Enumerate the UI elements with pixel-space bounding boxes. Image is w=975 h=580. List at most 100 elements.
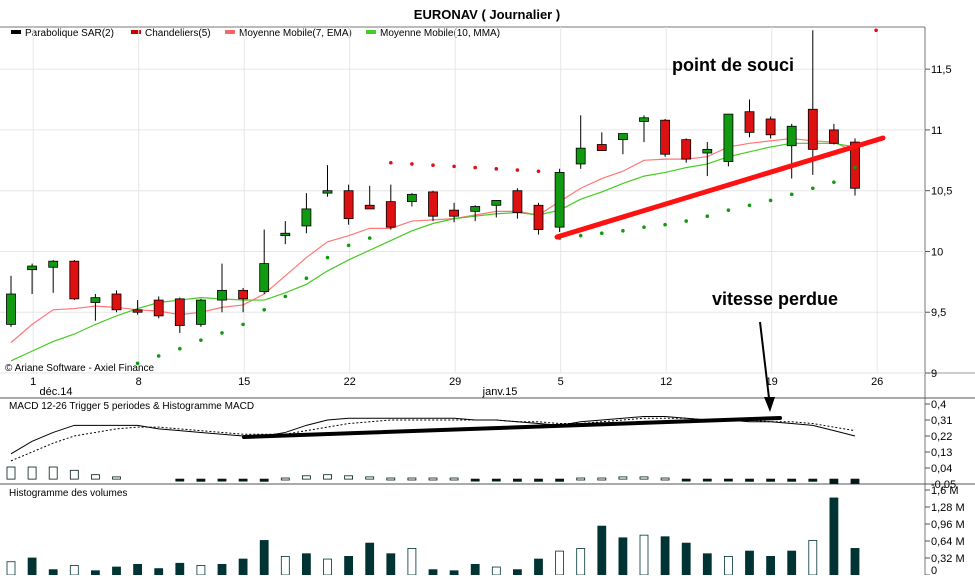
sar-dot [135, 361, 140, 366]
x-tick-label: 1 [30, 376, 36, 388]
sar-dot [536, 169, 541, 174]
x-tick-label: 15 [238, 376, 250, 388]
sar-dot [283, 294, 288, 299]
volume-tick-label: 1,6 M [931, 485, 959, 497]
price-tick-label: 10 [931, 246, 943, 258]
volume-tick-label: 0,64 M [931, 536, 965, 548]
volume-bar [344, 556, 354, 576]
candle-body [111, 293, 122, 311]
volume-bar [470, 563, 480, 576]
volume-bar [513, 569, 522, 576]
x-tick-label: 22 [344, 376, 356, 388]
sar-dot [452, 164, 456, 169]
legend-label-mma: Moyenne Mobile(10, MMA) [380, 28, 500, 39]
volume-bar [259, 540, 269, 576]
legend-swatch-mma [366, 30, 376, 34]
volume-tick-label: 0,32 M [931, 553, 965, 565]
mma-line [10, 142, 856, 362]
macd-hist-bar [470, 478, 480, 482]
macd-hist-bar [69, 469, 79, 480]
legend-label-sar: Parabolique SAR(2) [25, 28, 114, 39]
sar-dots [135, 28, 878, 366]
macd-hist-bar [491, 478, 501, 482]
candle-body [491, 200, 502, 206]
trendline-red [554, 135, 886, 240]
macd-hist-bar [745, 478, 754, 482]
sar-dot [663, 222, 667, 227]
x-tick-label: 29 [449, 376, 461, 388]
macd-hist-bar [6, 466, 16, 480]
macd-hist-bar [386, 477, 396, 481]
candle-body [596, 144, 607, 151]
sar-dot [241, 322, 245, 327]
candle-body [765, 118, 776, 136]
sar-dot [621, 229, 625, 233]
macd-hist-bar [449, 477, 459, 481]
macd-hist-bar [681, 478, 691, 482]
price-tick-label: 9,5 [931, 307, 946, 319]
arrow-shaft [759, 321, 770, 399]
candle-body [618, 133, 628, 141]
volume-bar [639, 534, 649, 576]
macd-hist-bar [597, 477, 607, 481]
candle-body [322, 190, 333, 194]
macd-hist-bar [702, 478, 712, 482]
macd-hist-bar [639, 476, 649, 480]
volume-bar [618, 537, 628, 576]
volume-bar [428, 569, 438, 576]
macd-hist-bar [787, 478, 797, 482]
candle-body [533, 204, 544, 230]
volume-bar [766, 556, 775, 576]
volume-bar [238, 558, 248, 576]
macd-hist-bar [301, 475, 311, 480]
candle-body [48, 260, 59, 268]
candle-body [406, 193, 417, 203]
legend-swatch-candles [131, 30, 141, 34]
sar-dot [346, 243, 351, 248]
macd-tick-label: 0,13 [931, 447, 952, 459]
x-month-label: déc.14 [39, 386, 72, 398]
x-month-label: janv.15 [482, 386, 518, 398]
volume-bar [702, 553, 712, 576]
volume-bar [787, 550, 797, 576]
candle-body [217, 289, 227, 301]
candle-body [195, 299, 206, 325]
macd-hist-bar [91, 474, 100, 480]
sar-dot [473, 165, 478, 170]
volume-bar [386, 553, 396, 576]
macd-tick-label: 0,22 [931, 431, 952, 443]
volume-bar [6, 561, 16, 576]
sar-dot [220, 331, 224, 335]
macd-hist-bar [175, 478, 185, 482]
macd-hist-bar [280, 477, 290, 481]
macd-hist-bar [808, 478, 818, 482]
candle-body [69, 260, 80, 300]
price-y-axis: 9 9,5 10 10,5 11 11,5 [925, 64, 952, 380]
trendline-macd [242, 416, 782, 439]
macd-hist-bar [660, 477, 670, 481]
macd-title: MACD 12-26 Trigger 5 periodes & Histogra… [9, 401, 254, 412]
macd-hist-bar [534, 478, 543, 482]
sar-dot [515, 168, 520, 172]
candle-body [27, 265, 38, 271]
volume-bar [449, 570, 459, 576]
macd-tick-label: 0,4 [931, 399, 946, 411]
volume-tick-label: 0 [931, 565, 937, 575]
sar-dot [431, 163, 435, 167]
volume-bar [365, 542, 375, 576]
volume-bar [133, 563, 143, 576]
volume-bar [91, 570, 100, 576]
sar-dot [199, 338, 203, 342]
x-tick-label: 12 [660, 376, 672, 388]
x-tick-label: 5 [558, 376, 564, 388]
candle-body [702, 148, 713, 154]
candle-body [280, 232, 291, 237]
volume-bar [27, 557, 37, 576]
volume-tick-label: 0,96 M [931, 519, 965, 531]
candle-body [449, 209, 460, 217]
legend: Parabolique SAR(2) Chandeliers(5) Moyenn… [11, 28, 500, 39]
macd-hist-bar [323, 474, 332, 480]
candle-body [575, 147, 586, 165]
